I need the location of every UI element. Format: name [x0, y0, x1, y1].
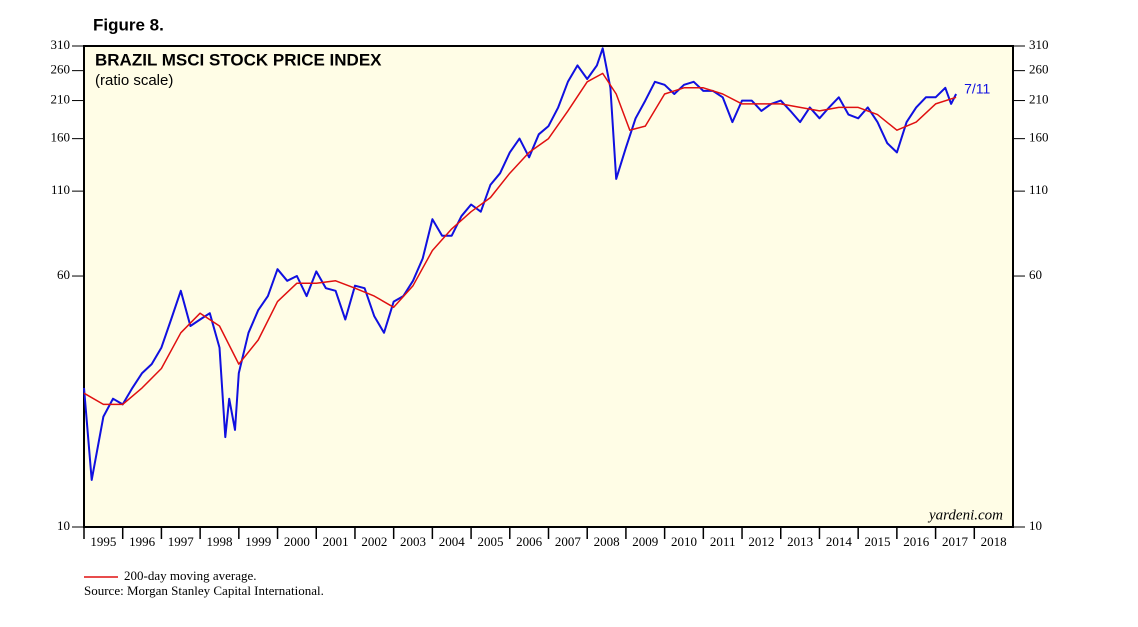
x-tick-label: 2003 — [400, 534, 426, 549]
x-tick-label: 2005 — [477, 534, 503, 549]
source-note: Source: Morgan Stanley Capital Internati… — [84, 583, 324, 598]
y-tick-label: 210 — [51, 92, 71, 107]
y-tick-label: 60 — [57, 267, 70, 282]
watermark: yardeni.com — [927, 507, 1003, 523]
x-tick-label: 1996 — [129, 534, 156, 549]
chart-subtitle: (ratio scale) — [95, 72, 173, 89]
x-tick-label: 2013 — [787, 534, 813, 549]
x-tick-label: 2009 — [632, 534, 658, 549]
x-tick-label: 2011 — [710, 534, 736, 549]
y-tick-label: 310 — [51, 37, 71, 52]
x-tick-label: 2006 — [516, 534, 543, 549]
x-tick-label: 2004 — [439, 534, 466, 549]
x-tick-label: 2018 — [981, 534, 1007, 549]
x-tick-label: 2002 — [361, 534, 387, 549]
y-tick-label-right: 110 — [1029, 182, 1048, 197]
y-tick-label-right: 160 — [1029, 130, 1049, 145]
y-tick-label-right: 260 — [1029, 62, 1049, 77]
x-tick-label: 2007 — [555, 534, 582, 549]
x-tick-label: 1998 — [206, 534, 232, 549]
y-tick-label: 10 — [57, 518, 70, 533]
x-tick-label: 2015 — [865, 534, 891, 549]
y-tick-label-right: 60 — [1029, 267, 1042, 282]
x-tick-label: 2000 — [284, 534, 310, 549]
series-line — [83, 47, 957, 481]
y-tick-label-right: 10 — [1029, 518, 1042, 533]
plot-area — [83, 45, 1014, 528]
x-tick-label: 2017 — [942, 534, 969, 549]
y-tick-label-right: 210 — [1029, 92, 1049, 107]
x-tick-label: 2001 — [323, 534, 349, 549]
x-tick-label: 2016 — [903, 534, 930, 549]
end-label: 7/11 — [964, 81, 990, 97]
series-line — [83, 72, 957, 406]
x-tick-label: 2008 — [594, 534, 620, 549]
y-tick-label-right: 310 — [1029, 37, 1049, 52]
y-tick-label: 160 — [51, 130, 71, 145]
x-tick-label: 1997 — [168, 534, 195, 549]
x-tick-label: 2014 — [826, 534, 853, 549]
legend-label: 200-day moving average. — [124, 568, 256, 583]
y-tick-label: 260 — [51, 62, 71, 77]
x-tick-label: 1999 — [245, 534, 271, 549]
figure-label: Figure 8. — [93, 15, 164, 34]
chart-title: BRAZIL MSCI STOCK PRICE INDEX — [95, 50, 382, 69]
x-tick-label: 2010 — [671, 534, 697, 549]
x-tick-label: 1995 — [90, 534, 116, 549]
y-tick-label: 110 — [51, 182, 70, 197]
x-tick-label: 2012 — [748, 534, 774, 549]
